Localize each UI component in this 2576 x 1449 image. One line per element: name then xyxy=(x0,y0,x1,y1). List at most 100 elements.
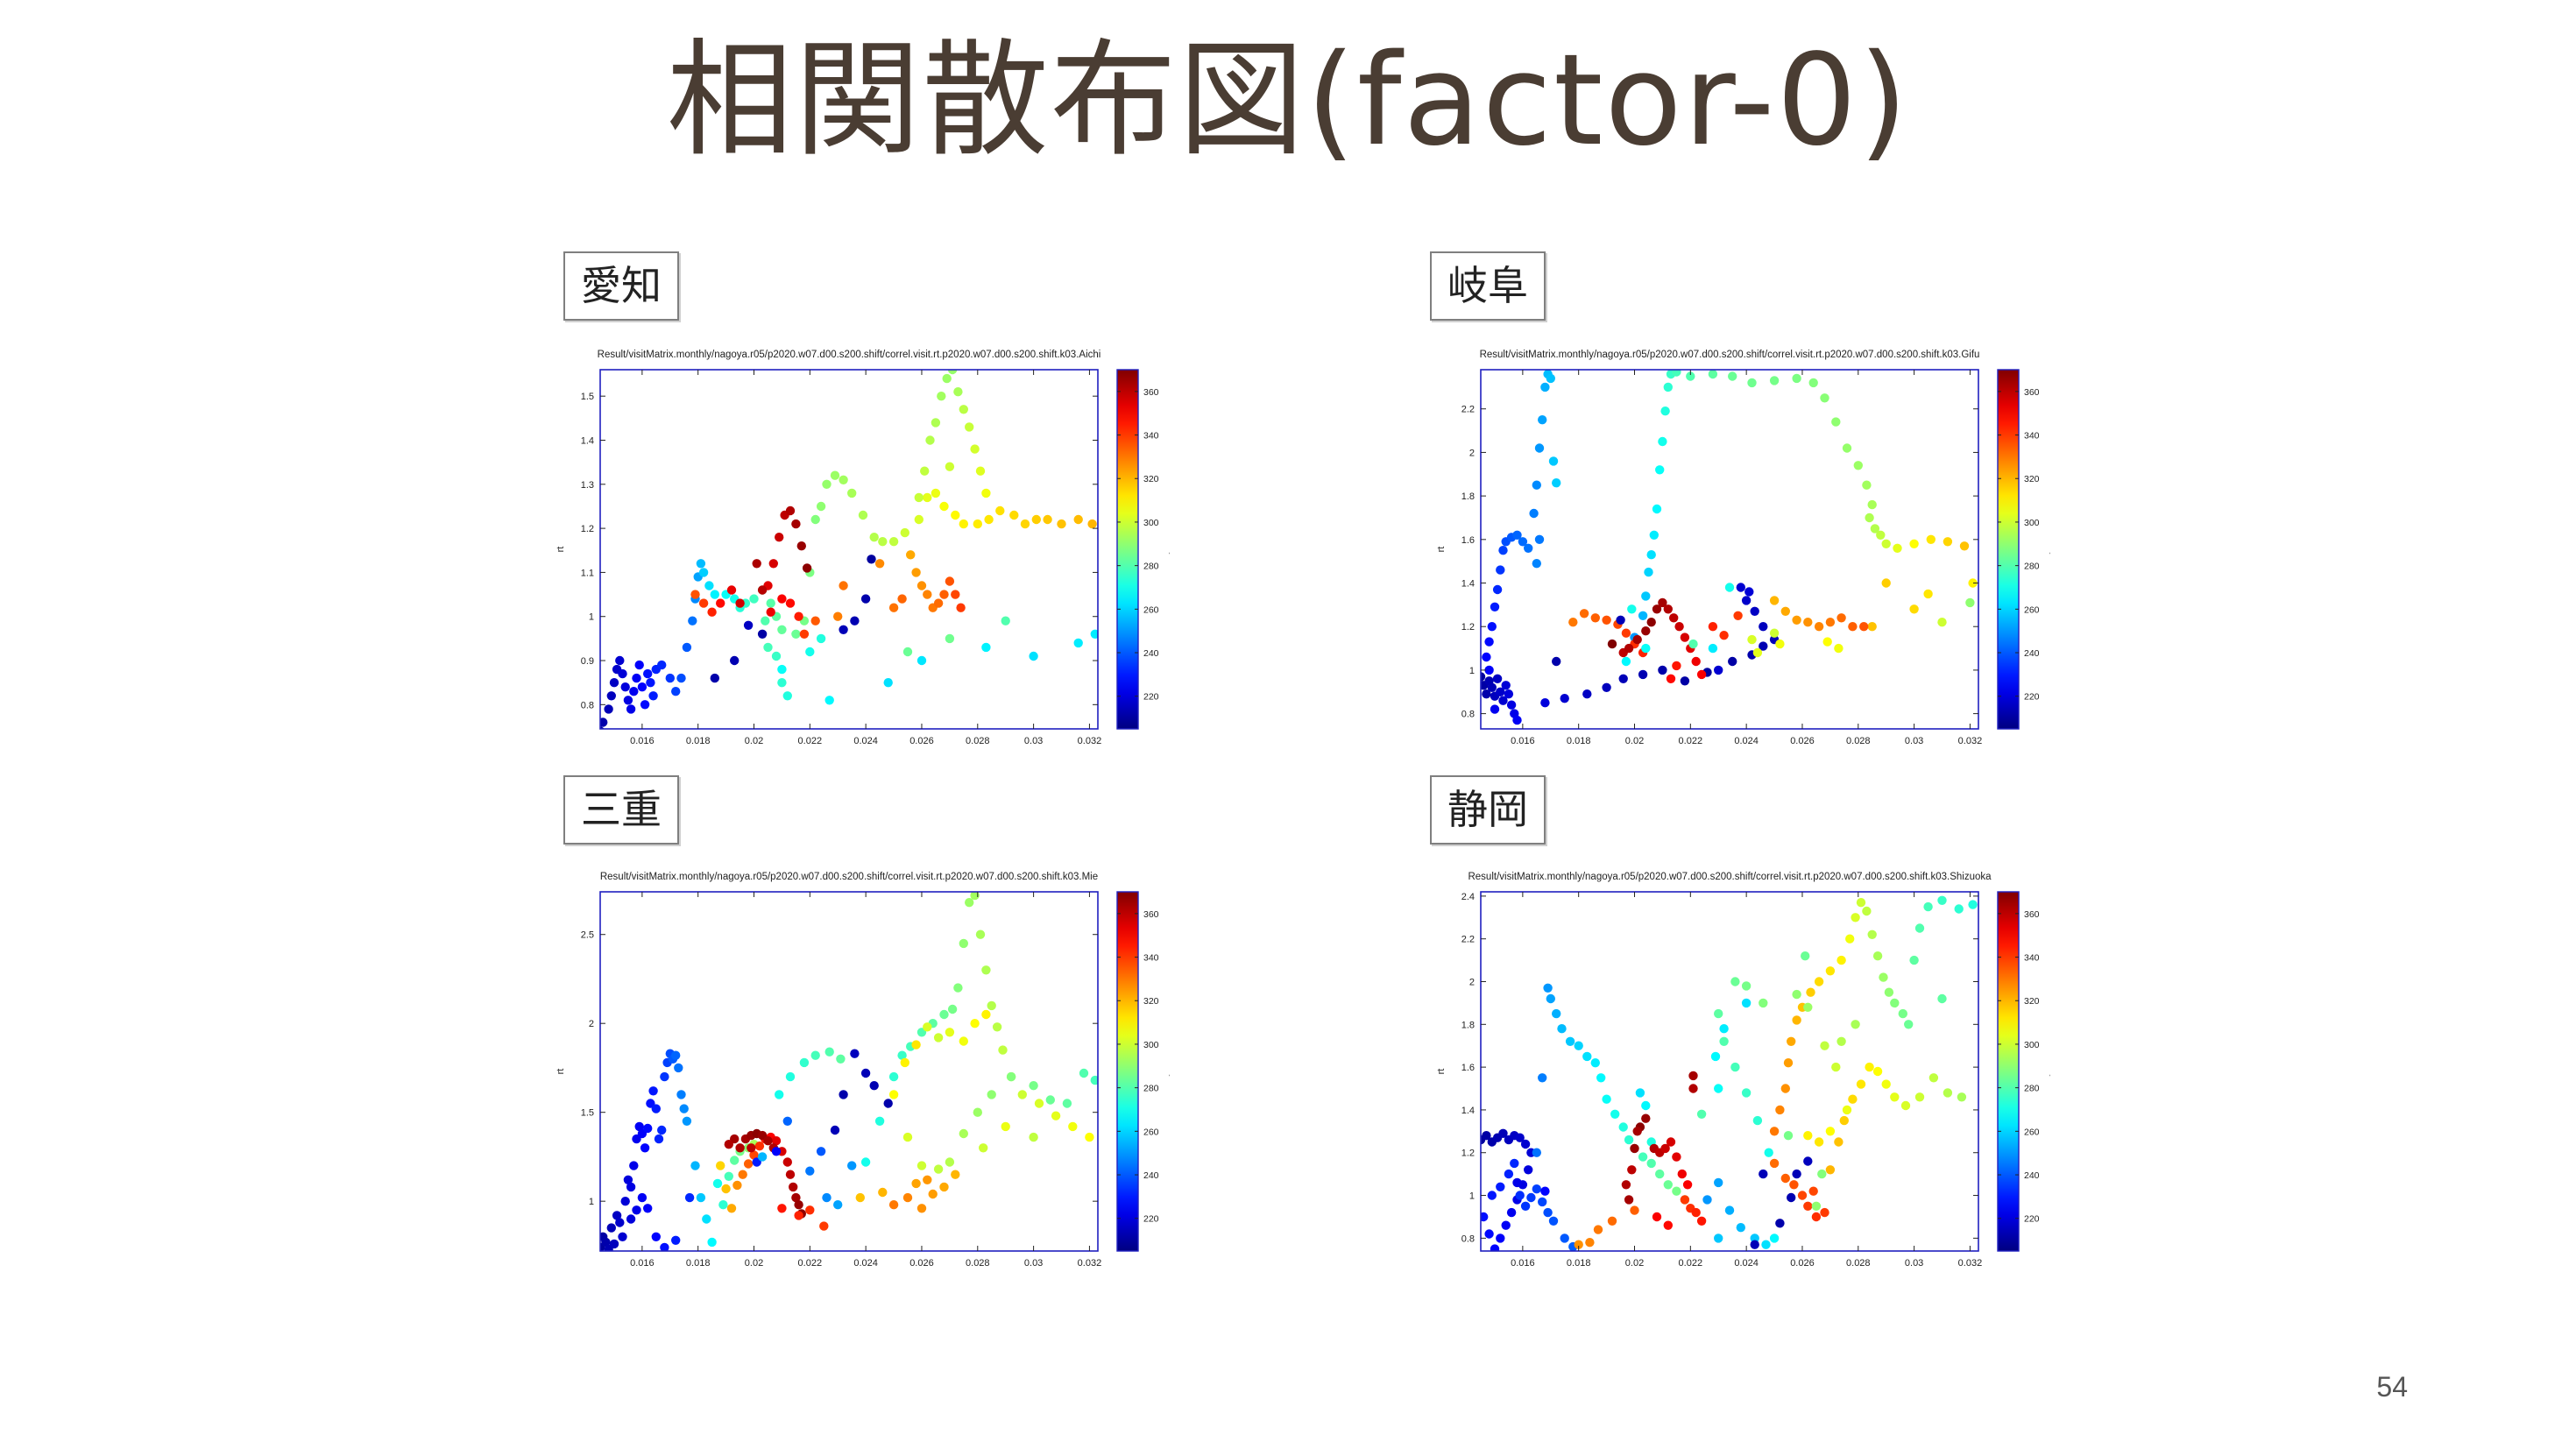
data-point xyxy=(1825,966,1836,976)
data-point xyxy=(953,387,963,397)
data-point xyxy=(928,1189,938,1199)
data-point xyxy=(987,1090,996,1099)
data-point xyxy=(1926,534,1936,544)
data-point xyxy=(911,1040,921,1050)
data-point xyxy=(816,1147,826,1156)
data-point xyxy=(1482,1131,1491,1141)
data-point xyxy=(860,594,871,604)
data-point xyxy=(1652,504,1662,514)
data-point xyxy=(721,1184,731,1194)
y-tick-label: 1.2 xyxy=(581,524,594,534)
data-point xyxy=(1943,1088,1953,1098)
data-point xyxy=(1644,567,1653,577)
data-point xyxy=(794,1200,803,1210)
data-point xyxy=(651,1232,661,1241)
y-axis-label: rt xyxy=(556,547,566,553)
data-point xyxy=(1759,1169,1768,1179)
data-point xyxy=(1724,1205,1735,1215)
data-point xyxy=(897,1050,907,1060)
data-point xyxy=(1872,951,1883,961)
data-point xyxy=(1867,499,1877,510)
y-tick-label: 2.5 xyxy=(581,930,594,941)
data-point xyxy=(1672,1186,1681,1196)
data-point xyxy=(1801,951,1810,961)
data-point xyxy=(637,682,648,692)
data-point xyxy=(973,519,982,529)
x-tick-label: 0.026 xyxy=(909,1258,934,1269)
data-point xyxy=(931,418,941,428)
colorbar-label: day xyxy=(2049,541,2050,557)
data-point xyxy=(1482,689,1491,699)
data-point xyxy=(643,668,653,679)
data-point xyxy=(1632,634,1642,645)
data-point xyxy=(707,1237,717,1248)
data-point xyxy=(1568,618,1578,627)
data-point xyxy=(855,1192,865,1203)
data-point xyxy=(1624,1134,1634,1145)
data-point xyxy=(1546,373,1555,384)
x-tick-label: 0.032 xyxy=(1078,736,1102,746)
colorbar-tick-label: 320 xyxy=(1143,996,1159,1007)
data-point xyxy=(1814,977,1824,986)
data-point xyxy=(858,510,868,520)
data-point xyxy=(1719,1036,1729,1046)
data-point xyxy=(945,633,955,644)
data-point xyxy=(1548,1216,1559,1226)
data-point xyxy=(1504,1169,1514,1179)
chart-title: Result/visitMatrix.monthly/nagoya.r05/p2… xyxy=(1480,350,1980,360)
plot-area xyxy=(1481,892,1978,1251)
data-point xyxy=(833,611,843,621)
data-point xyxy=(1490,602,1500,611)
data-point xyxy=(1890,1092,1900,1102)
data-point xyxy=(1641,626,1651,636)
data-point xyxy=(710,673,719,683)
data-point xyxy=(1803,1131,1813,1141)
data-point xyxy=(1811,1201,1822,1211)
data-point xyxy=(1590,613,1600,623)
data-point xyxy=(1498,696,1508,705)
data-point xyxy=(916,1204,927,1213)
data-point xyxy=(682,642,692,653)
colorbar xyxy=(1997,891,2020,1252)
data-point xyxy=(1663,382,1673,392)
data-point xyxy=(1529,508,1539,519)
data-point xyxy=(900,527,909,538)
data-point xyxy=(981,965,991,975)
data-point xyxy=(1881,1079,1891,1089)
data-point xyxy=(1736,1223,1745,1233)
data-point xyxy=(1867,929,1877,939)
data-point xyxy=(768,559,778,569)
colorbar-tick-label: 340 xyxy=(2024,431,2040,442)
x-tick-label: 0.032 xyxy=(1078,1258,1102,1269)
data-point xyxy=(902,1192,913,1203)
data-point xyxy=(1682,1180,1693,1190)
data-point xyxy=(1484,1229,1494,1239)
data-point xyxy=(1616,615,1625,625)
colorbar-label: day xyxy=(1169,1064,1170,1079)
data-point xyxy=(1672,661,1681,671)
y-tick-label: 1.6 xyxy=(1461,1063,1475,1073)
data-point xyxy=(1937,895,1947,905)
data-point xyxy=(1029,1132,1038,1142)
data-point xyxy=(1596,1073,1606,1083)
data-point xyxy=(609,1239,619,1249)
data-point xyxy=(1674,622,1684,632)
data-point xyxy=(1666,674,1676,683)
data-point xyxy=(1914,1092,1925,1102)
data-point xyxy=(1524,543,1533,553)
data-point xyxy=(1741,998,1752,1008)
data-point xyxy=(1073,514,1083,525)
data-point xyxy=(1621,656,1631,667)
data-point xyxy=(646,678,655,688)
data-point xyxy=(1001,616,1010,626)
data-point xyxy=(704,581,714,590)
data-point xyxy=(1663,1180,1673,1190)
data-point xyxy=(888,1200,899,1210)
data-point xyxy=(965,898,974,908)
y-tick-label: 1 xyxy=(589,612,594,623)
data-point xyxy=(766,607,775,617)
data-point xyxy=(1820,393,1829,403)
x-tick-label: 0.026 xyxy=(1790,736,1815,746)
data-point xyxy=(920,466,930,476)
data-point xyxy=(1730,1062,1740,1072)
